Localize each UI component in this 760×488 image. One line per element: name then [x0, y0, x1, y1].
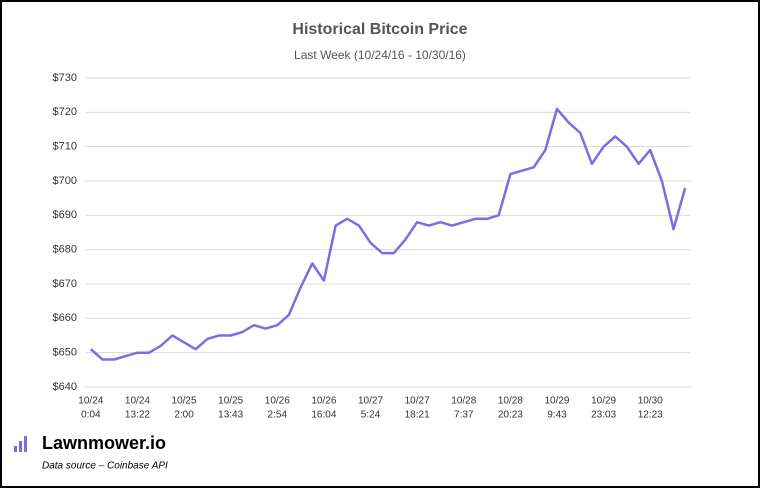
x-tick-label: 10/25: [218, 396, 243, 407]
y-tick-label: $720: [53, 106, 77, 118]
price-line: [89, 107, 687, 361]
x-tick-label: 10/29: [591, 396, 616, 407]
y-tick-label: $690: [53, 209, 77, 221]
x-tick-label: 10/27: [405, 396, 430, 407]
x-tick-label: 10/29: [544, 396, 569, 407]
data-source: Data source – Coinbase API: [42, 461, 168, 472]
x-tick-label: 10/28: [451, 396, 476, 407]
x-tick-label: 0:04: [81, 410, 101, 421]
chart-title: Historical Bitcoin Price: [292, 21, 467, 38]
x-tick-label: 7:37: [454, 410, 474, 421]
x-tick-label: 10/25: [172, 396, 197, 407]
x-tick-label: 10/30: [638, 396, 663, 407]
x-tick-label: 10/26: [265, 396, 290, 407]
y-tick-label: $680: [53, 244, 77, 256]
y-tick-label: $650: [53, 347, 77, 359]
x-tick-label: 13:22: [125, 410, 150, 421]
x-tick-label: 10/24: [78, 396, 103, 407]
y-tick-label: $660: [53, 312, 77, 324]
x-tick-label: 10/28: [498, 396, 523, 407]
x-tick-label: 12:23: [638, 410, 663, 421]
y-tick-label: $700: [53, 175, 77, 187]
chart-subtitle: Last Week (10/24/16 - 10/30/16): [294, 48, 466, 62]
x-tick-label: 10/27: [358, 396, 383, 407]
x-tick-label: 2:54: [268, 410, 288, 421]
x-tick-label: 2:00: [174, 410, 194, 421]
y-tick-label: $640: [53, 381, 77, 393]
x-tick-label: 9:43: [547, 410, 567, 421]
x-tick-label: 18:21: [405, 410, 430, 421]
x-tick-label: 16:04: [311, 410, 336, 421]
x-tick-label: 5:24: [361, 410, 381, 421]
y-tick-label: $730: [53, 72, 77, 84]
brand: Lawnmower.io: [42, 433, 166, 453]
logo: [14, 436, 27, 452]
x-tick-label: 20:23: [498, 410, 523, 421]
x-tick-label: 23:03: [591, 410, 616, 421]
y-tick-label: $710: [53, 141, 77, 153]
x-tick-label: 10/26: [311, 396, 336, 407]
y-tick-label: $670: [53, 278, 77, 290]
x-tick-label: 13:43: [218, 410, 243, 421]
x-tick-label: 10/24: [125, 396, 150, 407]
